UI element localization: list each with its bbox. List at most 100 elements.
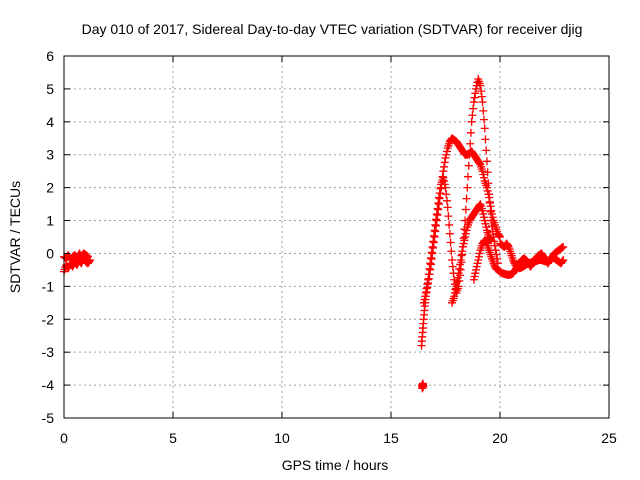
data-point [484, 179, 493, 188]
data-point [446, 238, 455, 247]
data-point [466, 139, 475, 148]
data-point [477, 92, 486, 101]
data-point [454, 269, 463, 278]
data-point [436, 184, 445, 193]
y-tick-label: -3 [42, 344, 55, 360]
data-point [463, 183, 472, 192]
data-point [429, 237, 438, 246]
data-point [464, 161, 473, 170]
y-axis-ticks: -5 -4 -3 -2 -1 0 1 2 3 4 5 6 [42, 48, 609, 426]
data-point [485, 190, 494, 199]
data-point [426, 253, 435, 262]
data-point [445, 220, 454, 229]
data-point [441, 183, 450, 192]
data-point [423, 280, 432, 289]
data-point [421, 288, 430, 297]
data-point [445, 229, 454, 238]
y-tick-label: -2 [42, 311, 55, 327]
y-axis-label: SDTVAR / TECUs [7, 181, 23, 293]
data-point [482, 157, 491, 166]
data-point [442, 196, 451, 205]
x-tick-label: 5 [169, 430, 177, 446]
x-tick-label: 20 [492, 430, 508, 446]
data-point [424, 270, 433, 279]
data-point [443, 203, 452, 212]
data-point [471, 89, 480, 98]
data-point [480, 124, 489, 133]
x-axis-label: GPS time / hours [282, 457, 389, 473]
data-point [478, 98, 487, 107]
data-point [464, 172, 473, 181]
data-point [456, 260, 465, 269]
data-point [488, 222, 497, 231]
data-point [481, 135, 490, 144]
y-tick-label: -1 [42, 278, 55, 294]
data-point [461, 205, 470, 214]
data-point [477, 87, 486, 96]
data-point [453, 273, 462, 282]
data-point [466, 128, 475, 137]
data-point [485, 198, 494, 207]
data-point [476, 81, 485, 90]
data-point [469, 98, 478, 107]
data-point [427, 248, 436, 257]
data-point [448, 262, 457, 271]
data-point [425, 264, 434, 273]
x-tick-label: 0 [60, 430, 68, 446]
y-tick-label: 0 [46, 245, 54, 261]
data-point [453, 277, 462, 286]
data-point [424, 275, 433, 284]
chart-title: Day 010 of 2017, Sidereal Day-to-day VTE… [82, 21, 583, 37]
data-point [440, 158, 449, 167]
data-point [559, 256, 568, 265]
data-point [486, 235, 495, 244]
y-tick-label: 3 [46, 147, 54, 163]
data-point [442, 190, 451, 199]
data-point [419, 382, 428, 391]
x-tick-label: 25 [601, 430, 617, 446]
data-point [479, 106, 488, 115]
y-tick-label: 1 [46, 213, 54, 229]
data-point [467, 117, 476, 126]
data-point [85, 257, 94, 266]
y-tick-label: 2 [46, 180, 54, 196]
y-tick-label: -5 [42, 410, 55, 426]
data-point [559, 242, 568, 251]
data-point [462, 194, 471, 203]
data-point [468, 111, 477, 120]
data-point [432, 215, 441, 224]
data-point [483, 168, 492, 177]
data-point [486, 207, 495, 216]
x-tick-label: 15 [383, 430, 399, 446]
data-point [457, 251, 466, 260]
data-point [433, 204, 442, 213]
plot-frame [63, 55, 610, 419]
data-point [435, 189, 444, 198]
data-point [432, 209, 441, 218]
data-point [434, 198, 443, 207]
y-tick-label: -4 [42, 377, 55, 393]
x-axis-ticks: 0 5 10 15 20 25 [60, 56, 617, 446]
y-tick-label: 6 [46, 48, 54, 64]
data-point [482, 146, 491, 155]
data-point [470, 93, 479, 102]
y-tick-label: 4 [46, 114, 54, 130]
data-point [469, 104, 478, 113]
grid [64, 56, 609, 418]
data-point [83, 252, 92, 261]
data-point [422, 284, 431, 293]
data-point [440, 162, 449, 171]
data-point [429, 231, 438, 240]
y-tick-label: 5 [46, 81, 54, 97]
data-point [458, 247, 467, 256]
x-tick-label: 10 [274, 430, 290, 446]
data-point [448, 256, 457, 265]
data-point [456, 256, 465, 265]
data-point [452, 282, 461, 291]
data-point [495, 231, 504, 240]
data-point [430, 226, 439, 235]
data-point [426, 259, 435, 268]
data-point [465, 150, 474, 159]
data-point [447, 247, 456, 256]
